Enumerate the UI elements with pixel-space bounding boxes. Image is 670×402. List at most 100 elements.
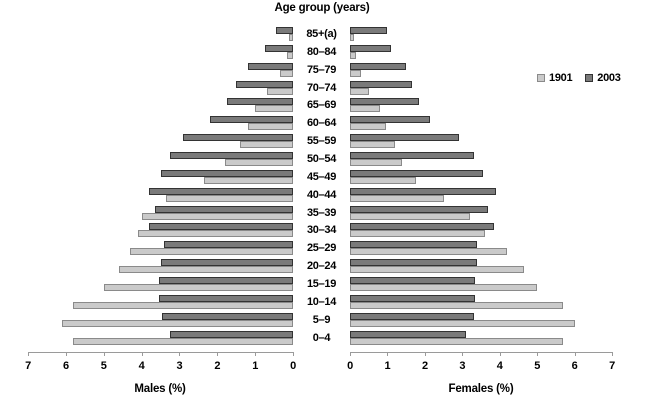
males-axis-tick-label: 4 [138, 360, 145, 372]
bar-males-2003 [264, 44, 293, 52]
bar-females-1901 [350, 212, 470, 220]
bar-males-2003 [209, 116, 293, 124]
males-axis-tick [217, 352, 219, 356]
bar-males-2003 [183, 134, 293, 142]
bar-females-2003 [350, 169, 483, 177]
bar-females-2003 [350, 62, 407, 70]
bar-males-1901 [287, 51, 293, 59]
females-axis-tick [537, 352, 539, 356]
bar-males-2003 [275, 27, 293, 34]
males-axis-tick [179, 352, 181, 356]
bar-males-1901 [62, 319, 293, 327]
bar-females-2003 [350, 27, 388, 34]
males-axis-tick-label: 6 [62, 360, 69, 372]
bar-females-2003 [350, 187, 496, 195]
bar-males-1901 [73, 337, 293, 345]
bar-males-2003 [160, 259, 293, 267]
bar-females-2003 [350, 294, 476, 302]
males-axis-tick [28, 352, 29, 356]
bar-females-2003 [350, 259, 478, 267]
bar-males-2003 [154, 205, 293, 213]
males-axis-caption: Males (%) [134, 383, 186, 395]
bar-males-2003 [158, 277, 293, 284]
bar-females-1901 [350, 51, 356, 59]
age-group-label: 75–79 [306, 63, 337, 76]
bar-females-1901 [350, 87, 369, 95]
bar-females-2003 [350, 80, 412, 88]
females-axis-tick-label: 7 [609, 360, 615, 372]
bar-females-1901 [350, 105, 380, 113]
females-axis-tick-label: 1 [384, 360, 391, 372]
bar-females-2003 [350, 277, 476, 284]
legend-label-2003: 2003 [597, 72, 621, 84]
bar-females-1901 [350, 123, 386, 131]
bar-females-2003 [350, 116, 431, 124]
females-axis-caption: Females (%) [448, 383, 514, 395]
bar-females-2003 [350, 205, 489, 213]
age-group-label: 40–44 [306, 188, 337, 201]
age-group-label: 30–34 [306, 224, 337, 237]
legend-swatch-1901-icon [537, 74, 545, 82]
bar-females-2003 [350, 241, 478, 249]
females-axis-tick [499, 352, 501, 356]
age-group-label: 35–39 [306, 206, 337, 219]
bar-males-2003 [236, 80, 293, 88]
bar-males-1901 [289, 34, 293, 41]
bar-males-1901 [130, 248, 293, 256]
age-group-label: 20–24 [306, 260, 337, 273]
males-axis-tick [103, 352, 105, 356]
age-group-label: 15–19 [306, 278, 337, 290]
age-group-label: 80–84 [306, 45, 337, 58]
bar-females-1901 [350, 319, 575, 327]
age-group-label: 0–4 [312, 331, 331, 344]
bar-females-1901 [350, 141, 395, 149]
males-axis-tick [65, 352, 67, 356]
chart-title: Age group (years) [274, 2, 370, 14]
bar-females-2003 [350, 44, 392, 52]
age-group-label: 65–69 [306, 99, 337, 112]
females-axis-tick-label: 0 [347, 360, 353, 372]
legend-label-1901: 1901 [549, 72, 573, 84]
bar-males-1901 [240, 141, 293, 149]
bar-females-1901 [350, 248, 508, 256]
females-axis-tick [387, 352, 389, 356]
bar-males-1901 [166, 194, 293, 202]
bar-males-2003 [247, 62, 293, 70]
females-axis-tick [574, 352, 576, 356]
bar-females-2003 [350, 152, 474, 159]
females-axis-tick [424, 352, 426, 356]
males-axis-tick-label: 3 [176, 360, 183, 372]
bar-females-2003 [350, 330, 467, 338]
bar-females-2003 [350, 312, 474, 320]
age-group-label: 25–29 [306, 242, 337, 255]
females-axis-tick-label: 5 [534, 360, 541, 372]
age-group-label: 50–54 [306, 153, 337, 165]
bar-males-2003 [149, 187, 293, 195]
males-axis-tick [293, 352, 294, 356]
bar-females-1901 [350, 284, 538, 291]
legend-item-1901: 1901 [537, 72, 573, 84]
males-axis-tick-label: 1 [252, 360, 259, 372]
age-group-label: 45–49 [306, 170, 337, 183]
bar-males-2003 [158, 294, 293, 302]
age-group-label: 5–9 [312, 313, 331, 326]
bar-females-1901 [350, 69, 362, 77]
bar-males-1901 [137, 230, 293, 238]
bar-males-2003 [160, 169, 293, 177]
females-axis-tick [350, 352, 351, 356]
bar-females-2003 [350, 223, 495, 231]
bar-males-1901 [73, 301, 293, 309]
bar-males-1901 [118, 266, 293, 274]
bar-males-2003 [162, 312, 293, 320]
females-axis-tick-label: 3 [459, 360, 466, 372]
bar-females-2003 [350, 98, 420, 106]
males-axis-tick-label: 0 [290, 360, 296, 372]
bar-males-2003 [169, 152, 293, 159]
bar-males-1901 [255, 105, 293, 113]
females-axis-tick-label: 4 [496, 360, 503, 372]
females-axis-tick [612, 352, 613, 356]
age-group-label: 85+(a) [306, 28, 337, 40]
age-group-label: 55–59 [306, 135, 337, 148]
legend-item-2003: 2003 [585, 72, 621, 84]
bar-females-1901 [350, 230, 485, 238]
